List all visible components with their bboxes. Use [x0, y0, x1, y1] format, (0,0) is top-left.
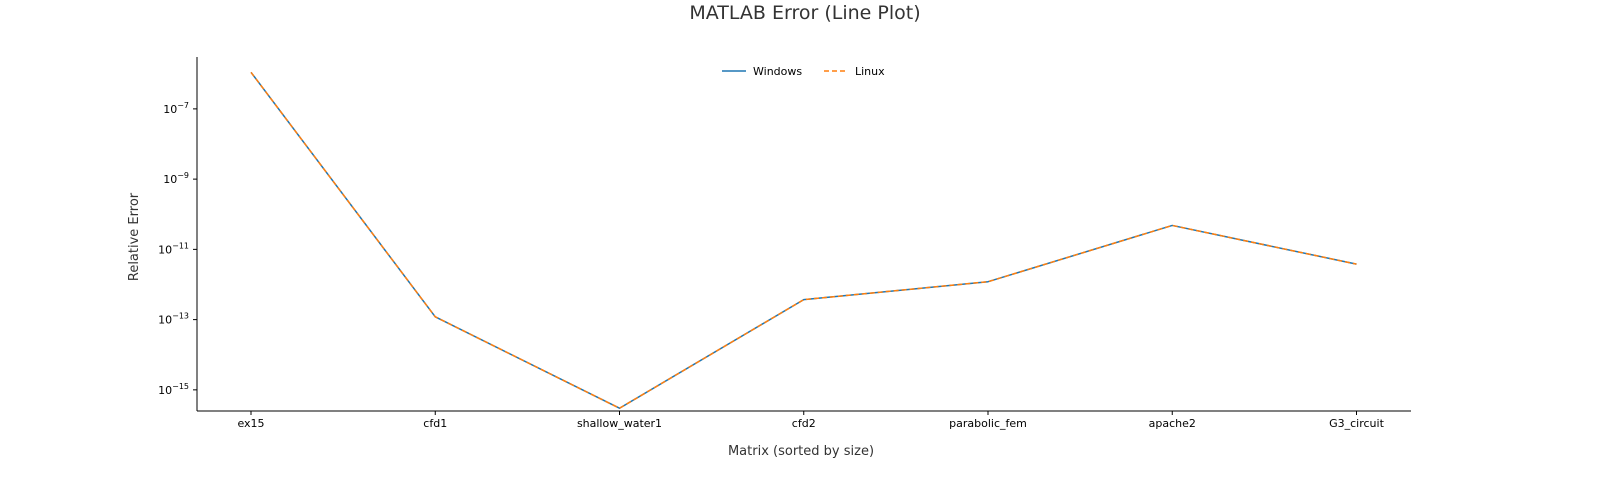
x-tick-label: G3_circuit — [1329, 417, 1384, 430]
legend-label-windows: Windows — [753, 65, 802, 78]
x-axis: ex15 cfd1 shallow_water1 cfd2 parabolic_fem a… — [237, 411, 1385, 430]
y-tick-label: 10−7 — [163, 101, 189, 116]
series-line-linux — [250, 71, 1357, 409]
x-tick-label: ex15 — [237, 417, 264, 430]
y-axis-label: Relative Error — [127, 192, 142, 281]
y-tick-label: 10−9 — [163, 171, 189, 186]
y-tick-label: 10−15 — [158, 382, 189, 397]
y-tick-label: 10−13 — [158, 312, 189, 327]
x-tick-label: cfd2 — [792, 417, 816, 430]
x-tick-label: cfd1 — [423, 417, 447, 430]
series-line-windows — [250, 71, 1357, 409]
y-tick-label: 10−11 — [158, 241, 189, 256]
x-tick-label: parabolic_fem — [949, 417, 1027, 430]
x-tick-label: shallow_water1 — [577, 417, 662, 430]
plot-area — [250, 71, 1357, 409]
legend-label-linux: Linux — [855, 65, 885, 78]
x-axis-label: Matrix (sorted by size) — [728, 444, 874, 459]
legend: Windows Linux — [722, 65, 885, 78]
x-tick-label: apache2 — [1149, 417, 1196, 430]
y-axis: 10−7 10−9 10−11 10−13 10−15 — [158, 101, 197, 397]
chart-title: MATLAB Error (Line Plot) — [689, 2, 920, 24]
